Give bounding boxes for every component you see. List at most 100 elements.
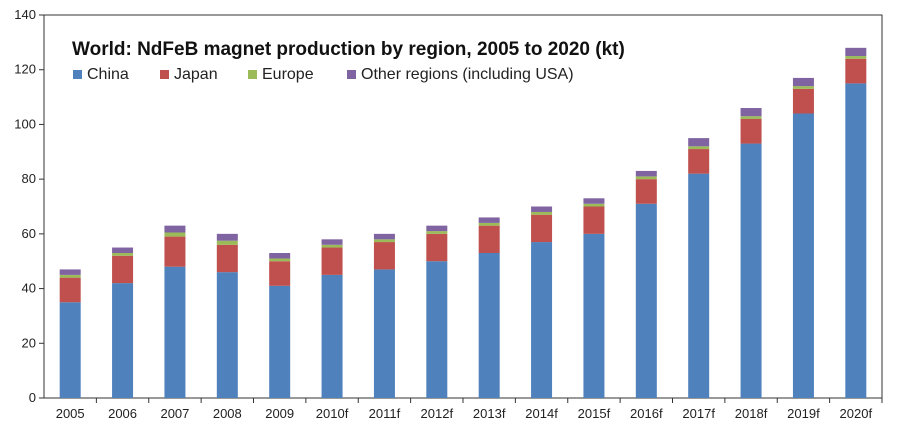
bar-segment xyxy=(792,113,814,398)
bar-segment xyxy=(269,285,291,398)
bar-segment xyxy=(845,58,867,84)
x-tick-label: 2017f xyxy=(682,406,715,421)
bar-segment xyxy=(164,232,186,237)
x-tick-label: 2018f xyxy=(735,406,768,421)
bar-segment xyxy=(269,253,291,259)
bar-segment xyxy=(216,240,238,245)
bar-segment xyxy=(112,247,134,254)
legend-label: Japan xyxy=(174,66,218,83)
bar-segment xyxy=(59,274,81,278)
bar-segment xyxy=(845,83,867,399)
bar-segment xyxy=(531,206,553,212)
bar-segment xyxy=(740,116,762,119)
bar-segment xyxy=(216,233,238,241)
y-tick-label: 60 xyxy=(22,226,36,241)
x-tick-label: 2013f xyxy=(473,406,506,421)
bar-segment xyxy=(321,244,343,248)
bar-segment xyxy=(635,176,657,180)
legend: China Japan Europe Other regions (including… xyxy=(73,66,574,83)
bar-segment xyxy=(321,274,343,398)
x-tick-label: 2012f xyxy=(421,406,454,421)
bar-segment xyxy=(740,143,762,398)
x-tick-label: 2009 xyxy=(265,406,294,421)
x-tick-label: 2008 xyxy=(213,406,242,421)
bar-segment xyxy=(164,236,186,267)
bar-segment xyxy=(321,247,343,275)
legend-label: Other regions (including USA) xyxy=(361,66,574,83)
x-tick-label: 2014f xyxy=(525,406,558,421)
bar-segment xyxy=(112,255,134,284)
x-tick-label: 2006 xyxy=(108,406,137,421)
bar-segment xyxy=(583,206,605,234)
bar-segment xyxy=(269,261,291,286)
bar-segment xyxy=(688,146,710,150)
x-tick-label: 2011f xyxy=(369,406,401,421)
bar-segment xyxy=(59,269,81,275)
bar-segment xyxy=(216,244,238,273)
bar-segment xyxy=(373,242,395,270)
bar-segment xyxy=(792,77,814,87)
bar-segment xyxy=(740,118,762,144)
bar-segment xyxy=(583,203,605,207)
bar-segment xyxy=(845,47,867,57)
bar-segment xyxy=(478,222,500,226)
legend-swatch xyxy=(347,70,356,79)
bar-segment xyxy=(635,179,657,204)
legend-label: China xyxy=(87,66,129,83)
bar-segment xyxy=(583,198,605,204)
bar-segment xyxy=(426,231,448,234)
bar-segment xyxy=(112,253,134,256)
bar-segment xyxy=(531,242,553,398)
x-tick-label: 2020f xyxy=(840,406,873,421)
bar-segment xyxy=(583,233,605,398)
y-tick-label: 100 xyxy=(14,116,36,131)
bar-segment xyxy=(792,86,814,89)
x-tick-label: 2010f xyxy=(316,406,349,421)
y-tick-label: 140 xyxy=(14,7,36,22)
bar-segment xyxy=(164,225,186,233)
bar-segment xyxy=(59,277,81,303)
legend-swatch xyxy=(73,70,82,79)
y-axis: 0 20 40 60 80 100 120 140 xyxy=(14,7,44,405)
x-tick-label: 2007 xyxy=(160,406,189,421)
y-tick-label: 80 xyxy=(22,171,36,186)
bar-segment xyxy=(373,239,395,243)
bar-segment xyxy=(478,225,500,254)
bars xyxy=(59,47,867,399)
legend-label: Europe xyxy=(262,66,314,83)
bar-segment xyxy=(740,108,762,117)
bar-segment xyxy=(426,225,448,232)
chart-title: World: NdFeB magnet production by region… xyxy=(72,39,625,60)
bar-segment xyxy=(373,233,395,240)
bar-segment xyxy=(321,239,343,245)
bar-segment xyxy=(216,272,238,398)
bar-segment xyxy=(845,56,867,59)
x-axis: 2005 2006 2007 2008 2009 2010f 2011f 2012f 2013f… xyxy=(56,398,883,421)
x-tick-label: 2019f xyxy=(787,406,820,421)
bar-segment xyxy=(426,261,448,398)
y-tick-label: 20 xyxy=(22,335,36,350)
bar-segment xyxy=(478,253,500,398)
legend-swatch xyxy=(248,70,257,79)
x-tick-label: 2005 xyxy=(56,406,85,421)
x-tick-label: 2016f xyxy=(630,406,663,421)
bar-segment xyxy=(531,211,553,215)
bar-segment xyxy=(688,138,710,147)
bar-segment xyxy=(59,302,81,398)
x-tick-label: 2015f xyxy=(578,406,611,421)
bar-segment xyxy=(688,173,710,398)
bar-segment xyxy=(635,203,657,398)
bar-segment xyxy=(112,283,134,398)
bar-segment xyxy=(688,149,710,174)
y-tick-label: 120 xyxy=(14,62,36,77)
bar-segment xyxy=(426,233,448,262)
bar-segment xyxy=(269,258,291,262)
y-tick-label: 40 xyxy=(22,281,36,296)
bar-segment xyxy=(635,170,657,177)
bar-segment xyxy=(373,269,395,398)
bar-segment xyxy=(531,214,553,243)
y-tick-label: 0 xyxy=(29,390,36,405)
bar-segment xyxy=(164,266,186,398)
bar-segment xyxy=(792,88,814,114)
